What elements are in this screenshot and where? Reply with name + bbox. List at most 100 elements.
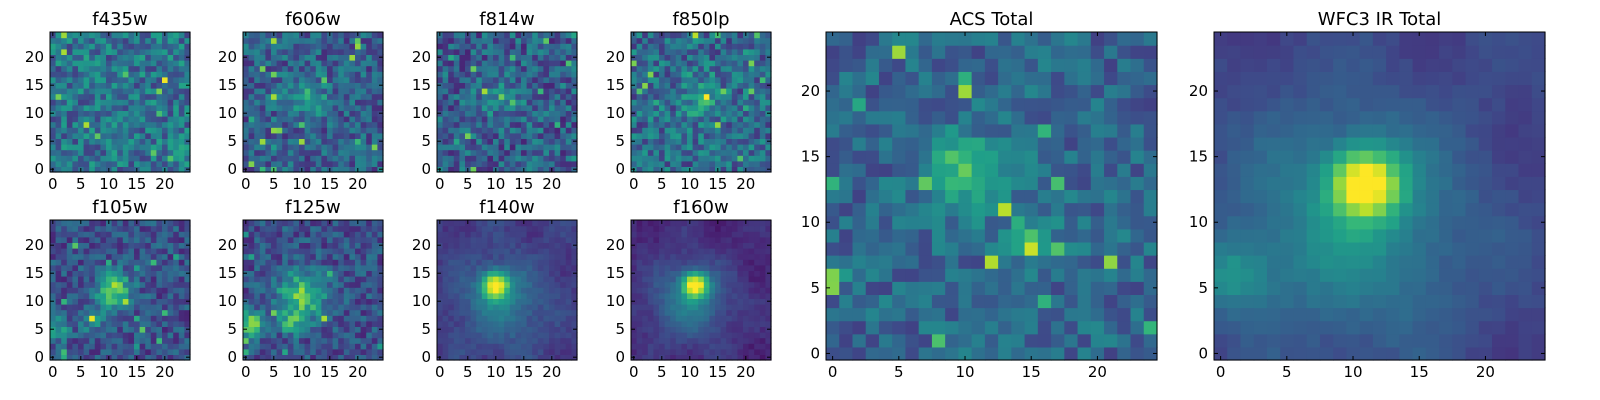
heatmap-cell: [243, 155, 250, 162]
heatmap-cell: [360, 281, 367, 288]
heatmap-cell: [642, 32, 649, 39]
heatmap-cell: [287, 144, 294, 151]
heatmap-cell: [465, 43, 472, 50]
heatmap-cell: [377, 309, 384, 316]
heatmap-cell: [293, 264, 300, 271]
heatmap-cell: [83, 281, 90, 288]
heatmap-cell: [726, 160, 733, 167]
heatmap-cell: [377, 116, 384, 123]
heatmap-cell: [78, 248, 85, 255]
heatmap-cell: [94, 248, 101, 255]
heatmap-cell: [371, 220, 378, 227]
heatmap-cell: [698, 337, 705, 344]
heatmap-cell: [681, 88, 688, 95]
heatmap-cell: [664, 43, 671, 50]
heatmap-cell: [459, 93, 466, 100]
heatmap-cell: [173, 155, 180, 162]
heatmap-cell: [78, 121, 85, 128]
heatmap-cell: [653, 155, 660, 162]
heatmap-cell: [537, 354, 544, 361]
heatmap-cell: [111, 259, 118, 266]
heatmap-cell: [636, 287, 643, 294]
heatmap-cell: [332, 242, 339, 249]
heatmap-cell: [282, 121, 289, 128]
heatmap-cell: [78, 253, 85, 260]
heatmap-cell: [271, 315, 278, 322]
heatmap-cell: [571, 71, 578, 78]
heatmap-cell: [276, 160, 283, 167]
heatmap-cell: [509, 149, 516, 156]
heatmap-cell: [487, 320, 494, 327]
heatmap-cell: [481, 138, 488, 145]
heatmap-cell: [167, 104, 174, 111]
heatmap-cell: [254, 37, 261, 44]
heatmap-cell: [355, 60, 362, 67]
heatmap-cell: [731, 343, 738, 350]
heatmap-cell: [731, 32, 738, 39]
heatmap-cell: [759, 99, 766, 106]
heatmap-cell: [664, 99, 671, 106]
heatmap-cell: [111, 332, 118, 339]
heatmap-cell: [184, 343, 191, 350]
heatmap-cell: [509, 231, 516, 238]
heatmap-cell: [338, 270, 345, 277]
heatmap-cell: [299, 88, 306, 95]
heatmap-cell: [754, 343, 761, 350]
heatmap-cell: [670, 292, 677, 299]
heatmap-cell: [254, 259, 261, 266]
heatmap-cell: [554, 270, 561, 277]
heatmap-cell: [642, 54, 649, 61]
heatmap-cell: [653, 315, 660, 322]
heatmap-cell: [332, 104, 339, 111]
heatmap-cell: [122, 76, 129, 83]
heatmap-cell: [377, 93, 384, 100]
heatmap-cell: [470, 110, 477, 117]
heatmap-cell: [437, 71, 444, 78]
heatmap-cell: [360, 127, 367, 134]
heatmap-cell: [327, 253, 334, 260]
heatmap-cell: [543, 292, 550, 299]
heatmap-cell: [360, 343, 367, 350]
heatmap-cell: [178, 166, 185, 173]
heatmap-cell: [459, 155, 466, 162]
heatmap-cell: [554, 32, 561, 39]
heatmap-cell: [162, 138, 169, 145]
heatmap-cell: [184, 99, 191, 106]
heatmap-cell: [156, 121, 163, 128]
heatmap-cell: [167, 48, 174, 55]
heatmap-cell: [537, 315, 544, 322]
heatmap-cell: [459, 220, 466, 227]
heatmap-cell: [100, 132, 107, 139]
heatmap-cell: [111, 276, 118, 283]
heatmap-cell: [659, 276, 666, 283]
heatmap-cell: [321, 304, 328, 311]
heatmap-cell: [549, 231, 556, 238]
heatmap-cell: [66, 149, 73, 156]
heatmap-cell: [565, 248, 572, 255]
heatmap-cell: [360, 225, 367, 232]
heatmap-cell: [481, 259, 488, 266]
heatmap-cell: [543, 343, 550, 350]
heatmap-cell: [465, 127, 472, 134]
heatmap-cell: [248, 144, 255, 151]
heatmap-cell: [173, 270, 180, 277]
heatmap-cell: [571, 332, 578, 339]
heatmap-cell: [134, 276, 141, 283]
heatmap-cell: [162, 88, 169, 95]
heatmap-cell: [94, 37, 101, 44]
heatmap-cell: [111, 242, 118, 249]
heatmap-cell: [442, 287, 449, 294]
heatmap-cell: [526, 110, 533, 117]
heatmap-cell: [360, 110, 367, 117]
heatmap-cell: [167, 348, 174, 355]
heatmap-cell: [459, 48, 466, 55]
heatmap-cell: [709, 88, 716, 95]
heatmap-cell: [437, 320, 444, 327]
heatmap-cell: [117, 76, 124, 83]
heatmap-cell: [184, 320, 191, 327]
heatmap-cell: [549, 82, 556, 89]
heatmap-cell: [459, 253, 466, 260]
heatmap-cell: [66, 343, 73, 350]
heatmap-cell: [470, 88, 477, 95]
heatmap-cell: [173, 82, 180, 89]
